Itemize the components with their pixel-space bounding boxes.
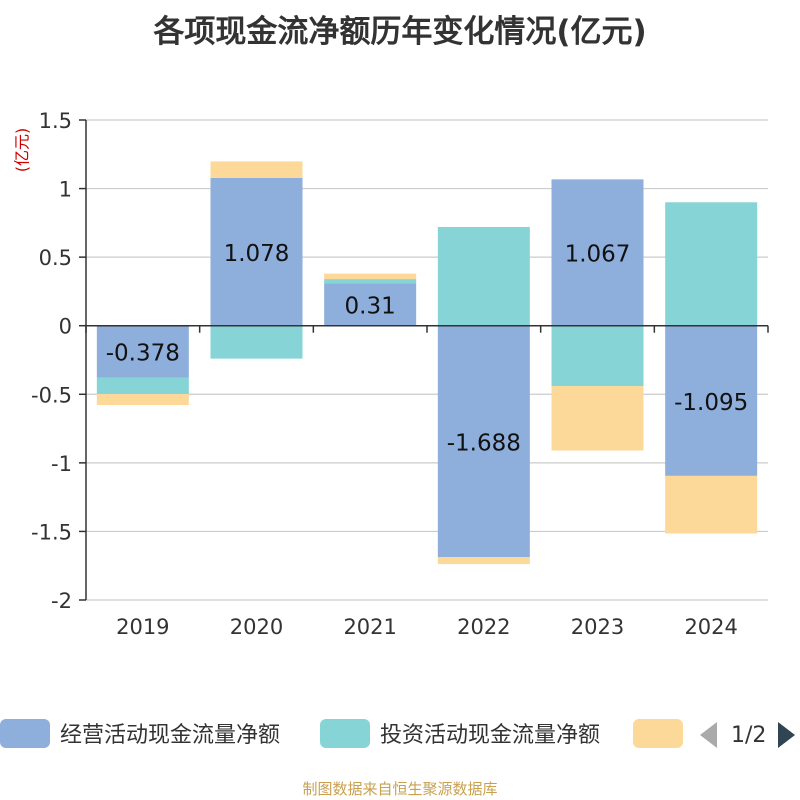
bar-segment [665, 202, 758, 326]
bar-segment [551, 179, 644, 326]
y-tick-label: -1.5 [31, 520, 72, 544]
x-tick-label: 2019 [116, 615, 169, 639]
bar-segment [551, 386, 644, 451]
data-label: 1.067 [565, 242, 631, 268]
legend-swatch-investing [320, 718, 370, 748]
legend-page-indicator: 1/2 [731, 722, 767, 748]
legend-item-investing[interactable]: 投资活动现金流量净额 [320, 718, 600, 748]
legend-label-operating: 经营活动现金流量净额 [60, 723, 281, 748]
legend-swatch-third [633, 718, 683, 748]
y-tick-label: -0.5 [31, 383, 72, 407]
bar-segment [324, 279, 417, 284]
x-tick-label: 2023 [571, 615, 624, 639]
y-tick-label: 0.5 [39, 246, 72, 270]
stacked-bar-chart: -2 -1.5 -1 -0.5 0 0.5 1 1.5 2019 2020 2021 2022 2023… [31, 109, 769, 639]
x-tick-label: 2021 [343, 615, 396, 639]
bar-segment [210, 177, 303, 326]
y-tick-label: -1 [51, 452, 72, 476]
data-label: -1.095 [674, 390, 748, 416]
bar-segment [665, 325, 758, 476]
legend-next-arrow-icon[interactable] [778, 722, 796, 748]
bars [96, 161, 758, 565]
bar-segment [210, 161, 303, 178]
legend-pager: 1/2 [700, 720, 796, 750]
bar-segment [437, 226, 530, 326]
bar-segment [324, 273, 417, 280]
bar-segment [437, 557, 530, 565]
bar-segment [96, 325, 189, 378]
data-label: -0.378 [106, 341, 180, 367]
data-source-note: 制图数据来自恒生聚源数据库 [302, 780, 498, 798]
chart-title: 各项现金流净额历年变化情况(亿元) [153, 14, 647, 50]
legend-item-operating[interactable]: 经营活动现金流量净额 [0, 718, 280, 748]
bar-segment [96, 377, 189, 395]
y-tick-label: 1.5 [39, 109, 72, 133]
data-label: -1.688 [447, 430, 521, 456]
grid-lines [86, 119, 768, 601]
legend: 经营活动现金流量净额 投资活动现金流量净额 1/2 [0, 712, 800, 756]
y-tick-label: 1 [59, 178, 72, 202]
y-tick-label: -2 [51, 589, 72, 613]
bar-segment [437, 325, 530, 558]
bar-segment [551, 325, 644, 387]
bar-segment [210, 325, 303, 359]
legend-prev-arrow-icon[interactable] [700, 722, 717, 748]
bar-segment [324, 283, 417, 326]
bar-segment [96, 394, 189, 405]
x-tick-label: 2022 [457, 615, 510, 639]
bar-segment [665, 475, 758, 534]
x-tick-label: 2020 [230, 615, 283, 639]
x-tick-label: 2024 [684, 615, 737, 639]
legend-swatch-operating [0, 718, 50, 748]
legend-label-investing: 投资活动现金流量净额 [380, 723, 601, 748]
data-label: 1.078 [224, 241, 290, 267]
data-label: 0.31 [345, 293, 396, 319]
legend-item-third[interactable] [633, 718, 683, 748]
y-tick-label: 0 [59, 315, 72, 339]
axes: -2 -1.5 -1 -0.5 0 0.5 1 1.5 2019 2020 2021 2022 2023… [31, 109, 769, 639]
data-labels: -0.378 1.078 0.31 -1.688 1.067 -1.095 [106, 241, 748, 457]
